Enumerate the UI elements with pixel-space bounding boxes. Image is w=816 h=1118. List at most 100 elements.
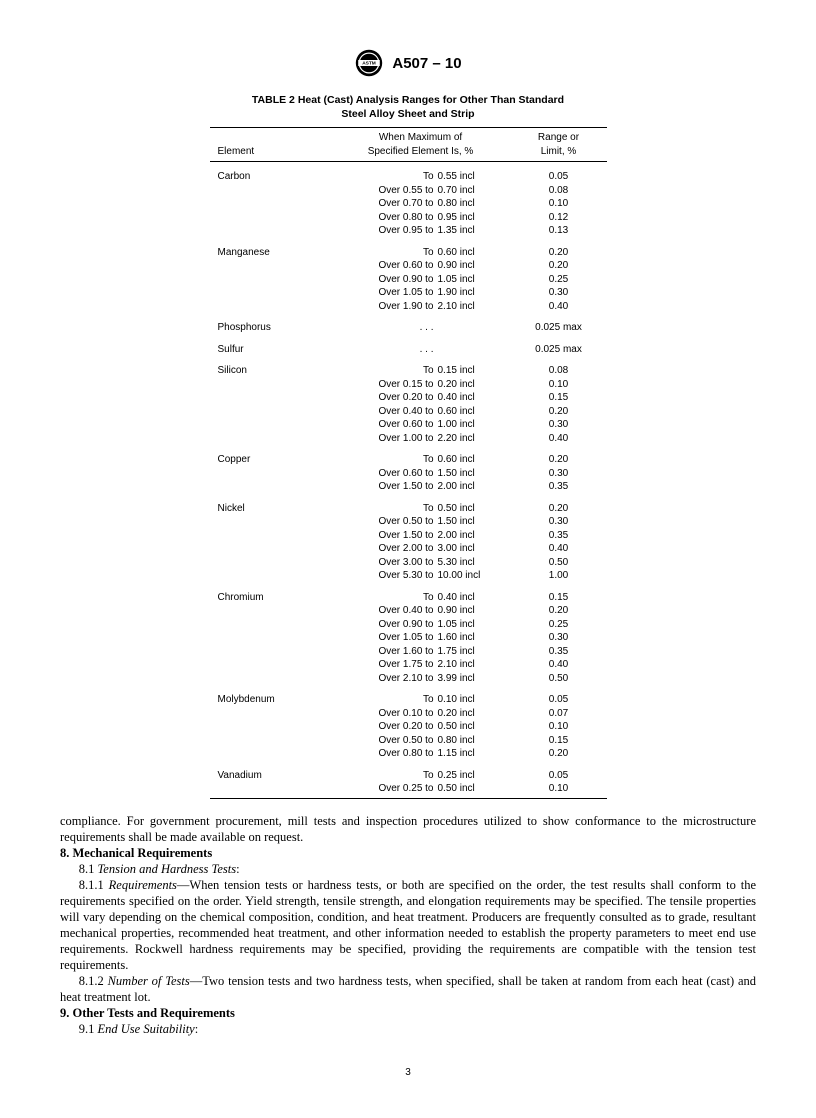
spec-left-cell: Over 0.95 to (331, 224, 436, 238)
range-cell: 0.20 (511, 405, 607, 419)
col-header-element: Element (210, 128, 331, 162)
spec-right-cell: 2.00 incl (436, 480, 511, 494)
spec-right-cell: 0.20 incl (436, 378, 511, 392)
spec-left-cell: To (331, 761, 436, 783)
range-cell: 0.08 (511, 184, 607, 198)
spec-left-cell: Over 0.10 to (331, 707, 436, 721)
range-cell: 0.15 (511, 734, 607, 748)
element-cell (210, 672, 331, 686)
range-cell: 0.05 (511, 761, 607, 783)
range-cell: 0.20 (511, 604, 607, 618)
range-cell: 0.35 (511, 645, 607, 659)
spec-left-cell: Over 0.70 to (331, 197, 436, 211)
spec-right-cell: 3.00 incl (436, 542, 511, 556)
spec-right-cell: 10.00 incl (436, 569, 511, 583)
spec-right-cell: 0.60 incl (436, 445, 511, 467)
range-cell: 0.15 (511, 391, 607, 405)
range-cell: 0.50 (511, 556, 607, 570)
range-cell: 0.10 (511, 720, 607, 734)
section-9-heading: 9. Other Tests and Requirements (60, 1005, 756, 1021)
section-8-1: 8.1 Tension and Hardness Tests: (60, 861, 756, 877)
spec-left-cell: To (331, 356, 436, 378)
element-cell (210, 542, 331, 556)
section-8-1-2: 8.1.2 Number of Tests—Two tension tests … (60, 973, 756, 1005)
spec-left-cell: Over 0.15 to (331, 378, 436, 392)
spec-left-cell: Over 0.60 to (331, 259, 436, 273)
spec-right-cell: 2.20 incl (436, 432, 511, 446)
element-cell (210, 658, 331, 672)
element-cell: Sulfur (210, 335, 331, 357)
element-cell (210, 645, 331, 659)
range-cell: 0.40 (511, 658, 607, 672)
section-8-1-1: 8.1.1 Requirements—When tension tests or… (60, 877, 756, 973)
spec-right-cell: 0.95 incl (436, 211, 511, 225)
range-cell: 0.05 (511, 162, 607, 184)
spec-right-cell: 0.15 incl (436, 356, 511, 378)
spec-right-cell: 1.05 incl (436, 618, 511, 632)
element-cell (210, 467, 331, 481)
element-cell (210, 569, 331, 583)
range-cell: 0.35 (511, 529, 607, 543)
spec-right-cell: 0.10 incl (436, 685, 511, 707)
range-cell: 0.20 (511, 445, 607, 467)
spec-left-cell: Over 1.50 to (331, 480, 436, 494)
element-cell (210, 197, 331, 211)
spec-left-cell: Over 0.40 to (331, 405, 436, 419)
spec-left-cell: Over 2.10 to (331, 672, 436, 686)
page-number: 3 (60, 1067, 756, 1078)
spec-left-cell: Over 0.40 to (331, 604, 436, 618)
spec-left-cell: Over 0.60 to (331, 418, 436, 432)
element-cell (210, 515, 331, 529)
range-cell: 0.08 (511, 356, 607, 378)
spec-right-cell: 0.60 incl (436, 238, 511, 260)
range-cell: 0.20 (511, 238, 607, 260)
spec-left-cell: Over 0.20 to (331, 391, 436, 405)
range-cell: 0.30 (511, 515, 607, 529)
spec-left-cell: . . . (331, 335, 436, 357)
spec-left-cell: Over 0.25 to (331, 782, 436, 798)
element-cell: Manganese (210, 238, 331, 260)
spec-right-cell: 0.40 incl (436, 583, 511, 605)
spec-right-cell (436, 335, 511, 357)
element-cell: Chromium (210, 583, 331, 605)
element-cell (210, 747, 331, 761)
range-cell: 0.10 (511, 782, 607, 798)
spec-right-cell: 0.40 incl (436, 391, 511, 405)
spec-right-cell: 1.60 incl (436, 631, 511, 645)
range-cell: 0.10 (511, 378, 607, 392)
range-cell: 0.30 (511, 467, 607, 481)
range-cell: 0.25 (511, 618, 607, 632)
element-cell (210, 378, 331, 392)
element-cell (210, 480, 331, 494)
range-cell: 0.025 max (511, 313, 607, 335)
spec-left-cell: Over 1.05 to (331, 631, 436, 645)
spec-left-cell: Over 0.80 to (331, 211, 436, 225)
spec-left-cell: To (331, 162, 436, 184)
element-cell (210, 273, 331, 287)
spec-right-cell: 3.99 incl (436, 672, 511, 686)
spec-right-cell: 1.00 incl (436, 418, 511, 432)
element-cell: Molybdenum (210, 685, 331, 707)
spec-right-cell (436, 313, 511, 335)
range-cell: 1.00 (511, 569, 607, 583)
element-cell (210, 782, 331, 798)
spec-left-cell: Over 1.90 to (331, 300, 436, 314)
range-cell: 0.025 max (511, 335, 607, 357)
element-cell (210, 259, 331, 273)
spec-left-cell: To (331, 685, 436, 707)
range-cell: 0.25 (511, 273, 607, 287)
document-id: A507 – 10 (392, 55, 461, 72)
element-cell: Carbon (210, 162, 331, 184)
element-cell (210, 618, 331, 632)
element-cell: Silicon (210, 356, 331, 378)
range-cell: 0.20 (511, 259, 607, 273)
element-cell (210, 432, 331, 446)
element-cell: Nickel (210, 494, 331, 516)
spec-right-cell: 2.10 incl (436, 658, 511, 672)
element-cell (210, 556, 331, 570)
spec-left-cell: Over 1.75 to (331, 658, 436, 672)
range-cell: 0.50 (511, 672, 607, 686)
spec-right-cell: 0.20 incl (436, 707, 511, 721)
element-cell (210, 720, 331, 734)
range-cell: 0.30 (511, 418, 607, 432)
